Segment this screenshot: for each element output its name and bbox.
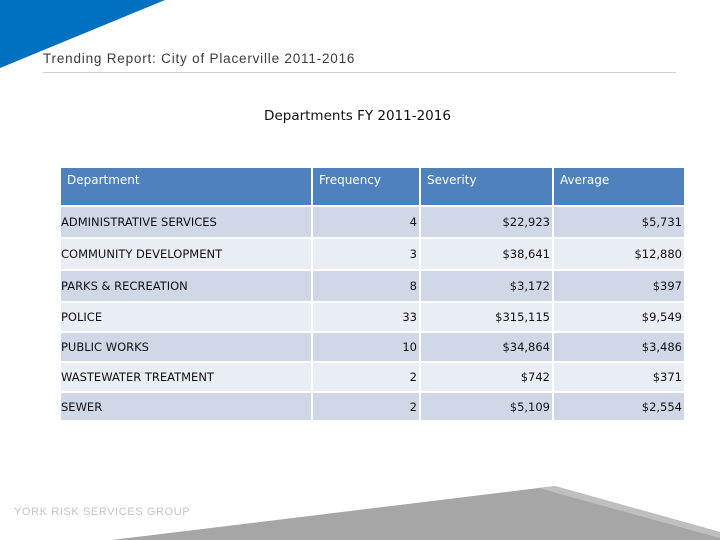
cell-average: $9,549: [554, 303, 684, 331]
cell-frequency: 4: [313, 207, 419, 237]
cell-department: WASTEWATER TREATMENT: [61, 363, 311, 391]
bottom-swoosh-shape: [112, 486, 720, 540]
cell-average: $2,554: [554, 393, 684, 420]
cell-average: $12,880: [554, 239, 684, 269]
title-divider: [43, 72, 676, 73]
cell-average: $371: [554, 363, 684, 391]
header-severity: Severity: [421, 168, 552, 205]
table-row-wastewater-treatment: WASTEWATER TREATMENT 2 $742 $371: [61, 363, 684, 391]
header-department: Department: [61, 168, 311, 205]
cell-average: $397: [554, 271, 684, 301]
cell-frequency: 3: [313, 239, 419, 269]
cell-frequency: 8: [313, 271, 419, 301]
cell-severity: $742: [421, 363, 552, 391]
cell-department: PUBLIC WORKS: [61, 333, 311, 361]
header-frequency: Frequency: [313, 168, 419, 205]
cell-department: SEWER: [61, 393, 311, 420]
cell-severity: $315,115: [421, 303, 552, 331]
cell-frequency: 2: [313, 363, 419, 391]
cell-average: $5,731: [554, 207, 684, 237]
table-row-public-works: PUBLIC WORKS 10 $34,864 $3,486: [61, 333, 684, 361]
cell-severity: $22,923: [421, 207, 552, 237]
table-row-administrative-services: ADMINISTRATIVE SERVICES 4 $22,923 $5,731: [61, 207, 684, 237]
cell-severity: $5,109: [421, 393, 552, 420]
table-row-community-development: COMMUNITY DEVELOPMENT 3 $38,641 $12,880: [61, 239, 684, 269]
cell-department: COMMUNITY DEVELOPMENT: [61, 239, 311, 269]
cell-department: POLICE: [61, 303, 311, 331]
departments-table: Department Frequency Severity Average AD…: [61, 168, 684, 420]
cell-severity: $34,864: [421, 333, 552, 361]
cell-department: ADMINISTRATIVE SERVICES: [61, 207, 311, 237]
cell-department: PARKS & RECREATION: [61, 271, 311, 301]
cell-severity: $3,172: [421, 271, 552, 301]
footer-brand-logo: YORK RISK SERVICES GROUP: [14, 506, 191, 518]
table-title: Departments FY 2011-2016: [264, 108, 451, 124]
cell-frequency: 2: [313, 393, 419, 420]
cell-severity: $38,641: [421, 239, 552, 269]
slide-title: Trending Report: City of Placerville 201…: [43, 51, 356, 66]
header-average: Average: [554, 168, 684, 205]
table-row-police: POLICE 33 $315,115 $9,549: [61, 303, 684, 331]
cell-average: $3,486: [554, 333, 684, 361]
cell-frequency: 33: [313, 303, 419, 331]
top-left-corner-shape: [0, 0, 165, 68]
cell-frequency: 10: [313, 333, 419, 361]
table-row-parks-recreation: PARKS & RECREATION 8 $3,172 $397: [61, 271, 684, 301]
table-row-sewer: SEWER 2 $5,109 $2,554: [61, 393, 684, 420]
